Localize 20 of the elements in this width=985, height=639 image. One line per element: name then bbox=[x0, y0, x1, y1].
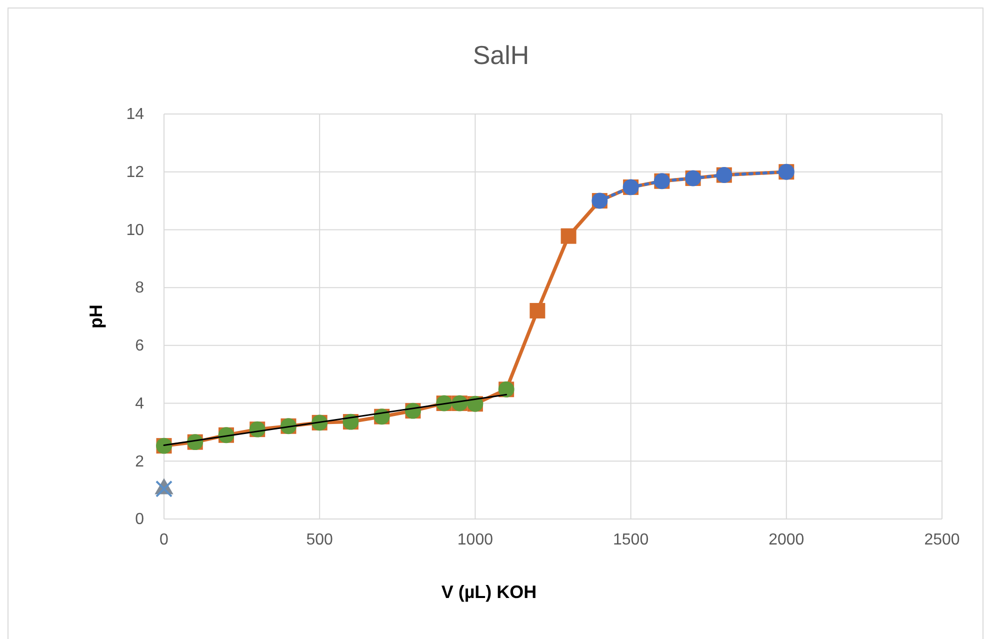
point bbox=[155, 480, 173, 498]
y-tick-label: 14 bbox=[126, 106, 144, 124]
point bbox=[560, 228, 576, 244]
chart-title: SalH bbox=[472, 40, 530, 70]
y-tick-label: 12 bbox=[126, 164, 144, 181]
x-tick-label: 500 bbox=[306, 531, 334, 548]
x-tick-label: 1500 bbox=[613, 531, 649, 548]
y-tick-label: 4 bbox=[135, 395, 144, 412]
y-tick-label: 0 bbox=[135, 511, 144, 528]
y-tick-label: 10 bbox=[126, 222, 144, 239]
x-tick-label: 0 bbox=[160, 531, 169, 548]
x-axis-title: V (µL) KOH bbox=[441, 582, 537, 602]
y-tick-label: 6 bbox=[135, 338, 144, 355]
x-tick-label: 1000 bbox=[457, 531, 494, 548]
y-tick-label: 8 bbox=[135, 280, 144, 297]
point bbox=[530, 302, 546, 318]
x-tick-label: 2500 bbox=[924, 531, 960, 548]
y-axis-title: pH bbox=[86, 304, 106, 328]
x-tick-label: 2000 bbox=[768, 531, 804, 548]
y-tick-label: 2 bbox=[135, 453, 144, 470]
